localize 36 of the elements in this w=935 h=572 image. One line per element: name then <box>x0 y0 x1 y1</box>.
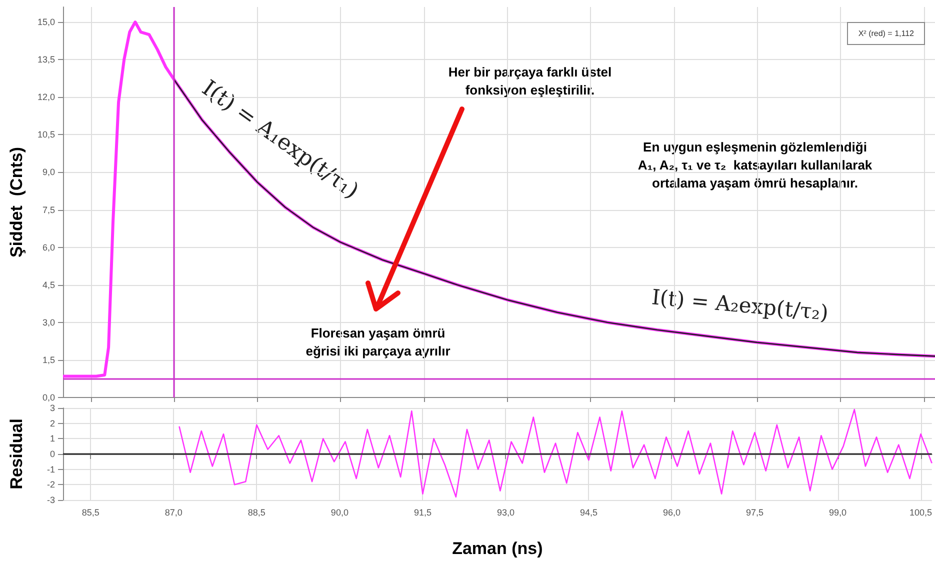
y-axis-title: Şiddet (Cnts) <box>7 147 26 258</box>
y-tick-label: -1 <box>46 464 55 474</box>
y-tick-label: 4,5 <box>42 280 55 290</box>
x-tick-label: 88,5 <box>248 508 266 518</box>
y-tick-label: -3 <box>46 495 55 505</box>
y-tick-label: 9,0 <box>42 167 55 178</box>
y-tick-label: -2 <box>46 480 55 490</box>
y-tick-label: 15,0 <box>37 17 55 28</box>
y-tick-label: 13,5 <box>37 54 55 65</box>
y-axis-title: Residual <box>7 418 26 490</box>
x-tick-label: 96,0 <box>662 508 681 518</box>
x-axis-title: Zaman (ns) <box>452 539 543 558</box>
y-tick-label: 0,0 <box>42 392 55 402</box>
annotation: I(t) = A₂exp(t/τ₂) <box>650 285 830 325</box>
y-tick-label: 12,0 <box>37 92 55 102</box>
y-tick-label: 3,0 <box>42 317 55 328</box>
x-tick-label: 93,0 <box>496 508 514 518</box>
x-tick-label: 94,5 <box>580 508 598 518</box>
y-tick-label: 3 <box>50 403 55 413</box>
y-tick-label: 1,5 <box>42 354 55 365</box>
y-tick-label: 1 <box>50 434 55 444</box>
y-tick-label: 0 <box>50 449 55 459</box>
y-tick-label: 6,0 <box>42 242 55 252</box>
y-tick-label: 2 <box>50 418 55 428</box>
x-tick-label: 97,5 <box>746 508 764 518</box>
x-tick-label: 100,5 <box>910 508 932 518</box>
x-tick-label: 85,5 <box>82 508 100 518</box>
annotation: X² (red) = 1,112 <box>847 22 925 45</box>
y-tick-label: 10,5 <box>37 130 55 140</box>
x-tick-label: 99,0 <box>829 508 847 518</box>
annotation: En uygun eşleşmenin gözlemlendiği A₁, A₂, τ₁ ve τ₂ katsayıları kullanılarak ortalama yaşam ömrü hesaplanır. <box>638 140 873 190</box>
x-tick-label: 91,5 <box>414 508 432 518</box>
x-tick-label: 90,0 <box>330 508 348 518</box>
annotation: Her bir parçaya farklı üstel fonksiyon eşleştirilir. <box>448 64 612 98</box>
x-tick-label: 87,0 <box>164 508 182 518</box>
y-tick-label: 7,5 <box>42 204 55 215</box>
